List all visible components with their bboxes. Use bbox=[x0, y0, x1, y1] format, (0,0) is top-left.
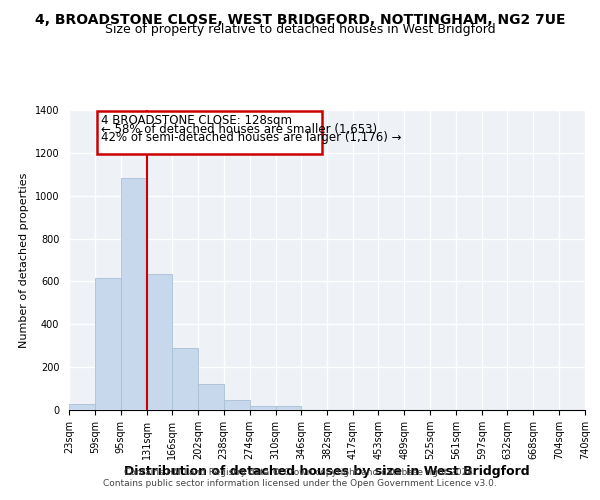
Bar bbox=[250, 406, 275, 410]
Bar bbox=[69, 404, 95, 410]
Bar bbox=[121, 178, 147, 410]
Bar bbox=[224, 400, 250, 410]
Text: Contains HM Land Registry data © Crown copyright and database right 2024.
Contai: Contains HM Land Registry data © Crown c… bbox=[103, 468, 497, 487]
Text: Size of property relative to detached houses in West Bridgford: Size of property relative to detached ho… bbox=[104, 22, 496, 36]
Bar bbox=[198, 384, 224, 410]
Bar bbox=[95, 278, 121, 410]
X-axis label: Distribution of detached houses by size in West Bridgford: Distribution of detached houses by size … bbox=[124, 465, 530, 478]
Y-axis label: Number of detached properties: Number of detached properties bbox=[19, 172, 29, 348]
Bar bbox=[172, 348, 198, 410]
Text: 4, BROADSTONE CLOSE, WEST BRIDGFORD, NOTTINGHAM, NG2 7UE: 4, BROADSTONE CLOSE, WEST BRIDGFORD, NOT… bbox=[35, 12, 565, 26]
Text: 42% of semi-detached houses are larger (1,176) →: 42% of semi-detached houses are larger (… bbox=[101, 132, 401, 144]
FancyBboxPatch shape bbox=[97, 111, 322, 154]
Bar bbox=[147, 274, 172, 410]
Text: 4 BROADSTONE CLOSE: 128sqm: 4 BROADSTONE CLOSE: 128sqm bbox=[101, 114, 292, 128]
Text: ← 58% of detached houses are smaller (1,653): ← 58% of detached houses are smaller (1,… bbox=[101, 123, 377, 136]
Bar bbox=[275, 406, 301, 410]
